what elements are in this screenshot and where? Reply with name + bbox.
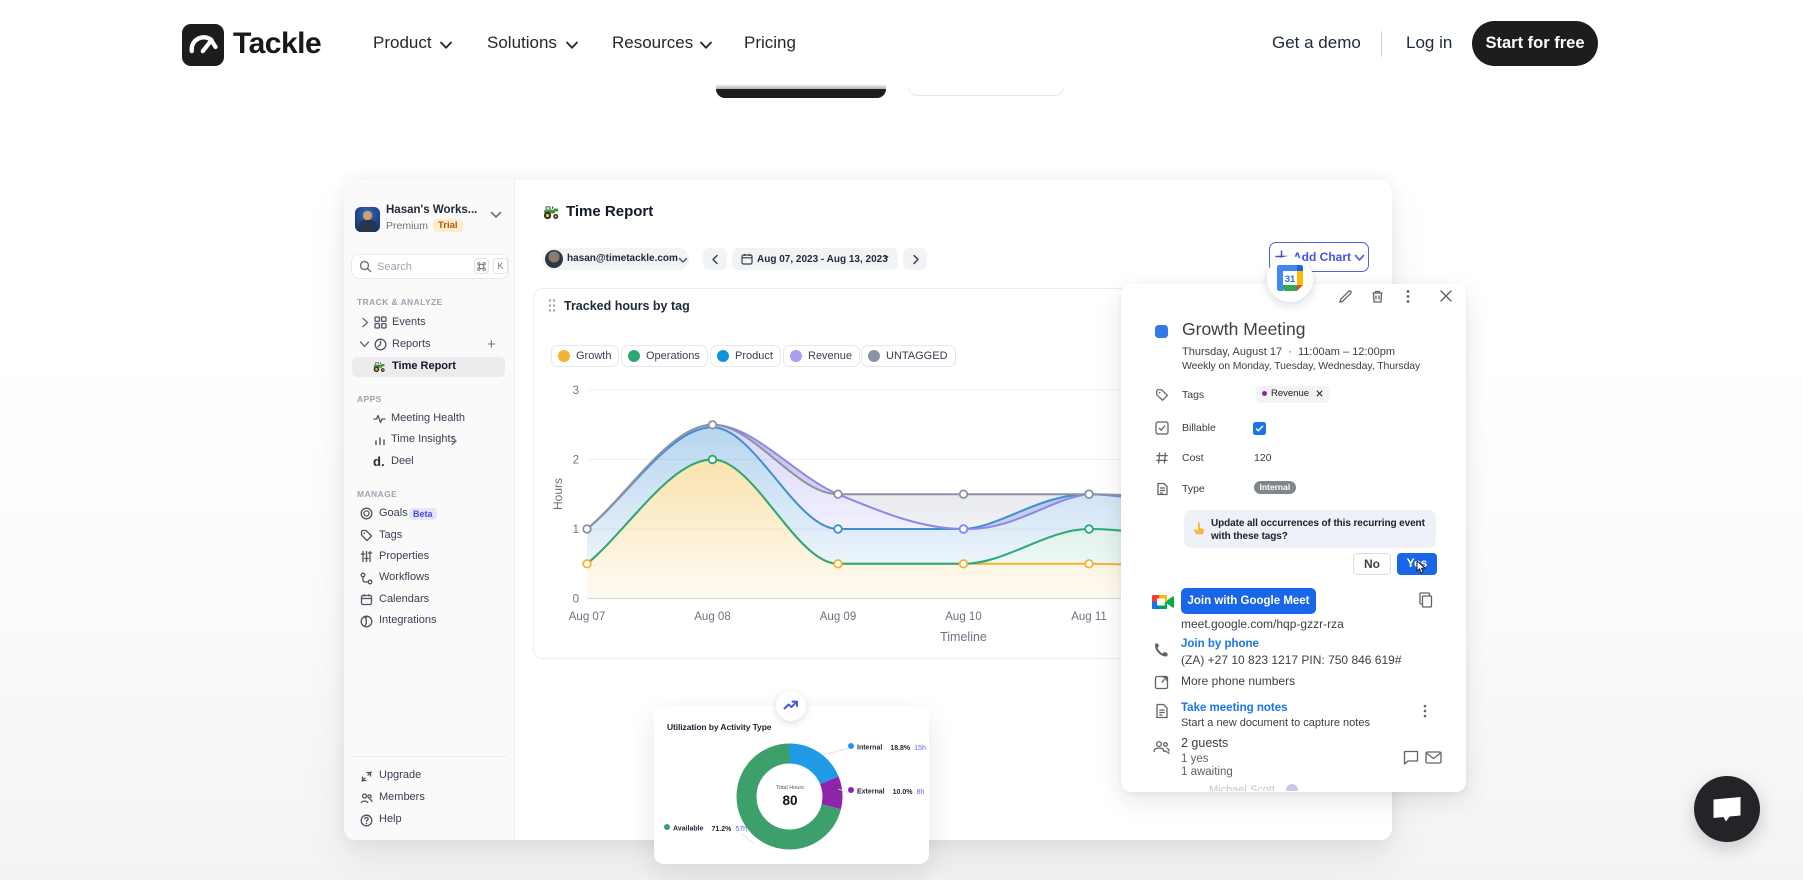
svg-text:Aug 07: Aug 07: [569, 611, 605, 623]
svg-text:2: 2: [573, 455, 579, 467]
svg-text:0: 0: [573, 594, 579, 606]
svg-text:Hours: Hours: [551, 478, 565, 510]
svg-text:31: 31: [1285, 274, 1296, 285]
svg-text:Aug 10: Aug 10: [945, 611, 981, 623]
svg-text:Aug 09: Aug 09: [820, 611, 856, 623]
svg-text:3: 3: [573, 385, 579, 397]
svg-text:Aug 11: Aug 11: [1071, 611, 1107, 623]
svg-text:Aug 08: Aug 08: [694, 611, 730, 623]
svg-text:1: 1: [573, 524, 579, 536]
svg-text:Timeline: Timeline: [940, 630, 987, 644]
